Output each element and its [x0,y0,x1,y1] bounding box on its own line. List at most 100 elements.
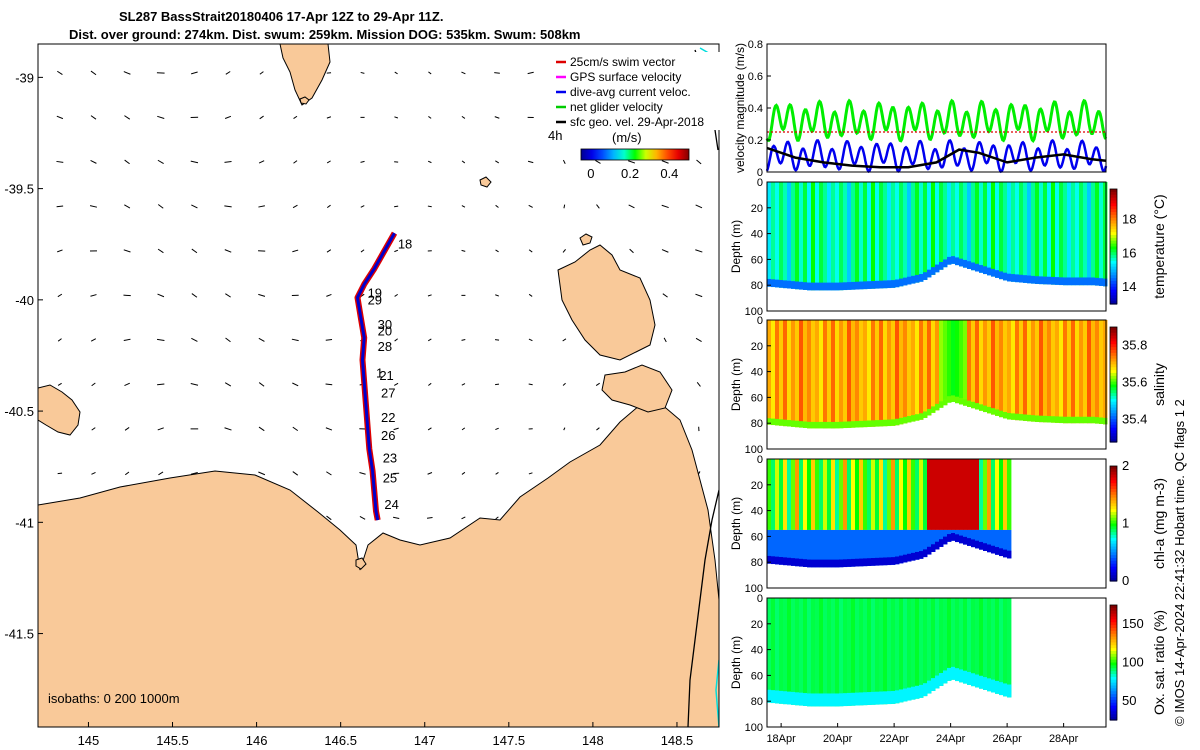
heatmap-y-tick-label: 40 [751,367,763,379]
heatmap-cell [875,529,880,566]
date-tick-label: 22Apr [879,733,909,745]
heatmap-cell [947,598,952,681]
velocity-y-label: velocity magnitude (m/s) [733,43,747,173]
surface-velocity-arrow [326,116,332,119]
colorbar-tick-label: 16 [1122,245,1136,260]
colorbar-segment [1110,421,1117,426]
colorbar-segment [1110,468,1117,473]
surface-velocity-arrow [123,249,131,253]
surface-velocity-arrow [359,515,366,520]
heatmap-cell [999,598,1004,696]
surface-velocity-arrow [394,338,398,342]
heatmap-cell [1039,182,1044,285]
surface-velocity-arrow [695,293,703,298]
colorbar-segment [1110,645,1117,649]
heatmap-cell [1007,182,1012,282]
colorbar-segment [1110,398,1117,403]
colorbar-segment [1110,653,1117,658]
heatmap-cell [879,557,884,566]
heatmap-cell [811,282,816,291]
date-tick-label: 20Apr [823,733,853,745]
surface-velocity-arrow [428,71,432,75]
heatmap-cell [1095,182,1100,286]
colorbar-segment [1110,214,1117,219]
heatmap-cell [787,691,792,705]
surface-velocity-arrow [428,382,432,386]
heatmap-cell [835,320,840,429]
colorbar-tick-label: 35.8 [1122,338,1147,353]
heatmap-cell [835,559,840,568]
heatmap-cell [859,459,864,530]
heatmap-cell [847,559,852,567]
heatmap-cell [931,459,936,530]
heatmap-cell [911,552,916,561]
heatmap-cell [939,262,944,270]
colorbar-segment [1110,189,1117,193]
colorbar-segment [1110,252,1117,256]
heatmap-cell [839,320,844,429]
heatmap-cell [987,182,992,276]
heatmap-cell [1007,684,1012,698]
colorbar-segment [1110,401,1117,406]
heatmap-cell [1087,277,1092,286]
heatmap-y-tick-label: 60 [751,254,763,266]
surface-velocity-arrow [224,249,232,253]
heatmap-cell [967,529,972,546]
surface-velocity-arrow [662,293,668,298]
heatmap-cell [795,281,800,290]
heatmap-cell [1083,277,1088,286]
heatmap-cell [995,459,1000,530]
heatmap-cell [871,558,876,566]
heatmap-cell [995,182,1000,278]
heatmap-cell [799,598,804,706]
heatmap-cell [951,320,956,402]
legend-entry-label: sfc geo. vel. 29-Apr-2018 [570,115,704,129]
heatmap-cell [819,693,824,707]
surface-velocity-arrow [224,205,232,208]
heatmap-cell [799,421,804,428]
heatmap-cell [971,459,976,530]
surface-velocity-arrow [326,293,332,297]
map-x-tick-label: 146 [246,733,268,748]
colorbar-segment [1110,633,1117,638]
date-tick-label: 26Apr [992,733,1022,745]
heatmap-cell [795,558,800,567]
heatmap-cell [899,529,904,564]
track-day-label: 1 [376,366,383,381]
surface-velocity-arrow [191,337,198,342]
speed-colorbar-tick-label: 0.2 [621,166,639,181]
heatmap-cell [907,276,912,285]
heatmap-cell [967,671,972,685]
heatmap-y-tick-label: 0 [757,177,763,189]
heatmap-cell [895,690,900,704]
surface-velocity-arrow [325,383,333,386]
legend-colorbar-label: (m/s) [612,130,642,145]
surface-velocity-arrow [224,161,232,163]
heatmap-cell [899,417,904,425]
track-day-label: 21 [379,368,393,383]
surface-velocity-arrow [156,338,165,341]
heatmap-cell [979,320,984,411]
heatmap-cell [811,320,816,429]
heatmap-cell [1015,413,1020,421]
heatmap-cell [855,421,860,428]
velocity-series-line [765,98,1108,143]
heatmap-cell [975,598,980,688]
heatmap-cell [951,459,956,530]
heatmap-cell [971,182,976,271]
surface-velocity-arrow [629,248,634,254]
surface-velocity-arrow [528,249,533,253]
colorbar-segment [1110,575,1117,579]
heatmap-cell [915,320,920,421]
surface-velocity-arrow [461,427,466,431]
colorbar-segment [1110,529,1117,533]
heatmap-cell [959,320,964,405]
surface-velocity-arrow [258,337,265,342]
surface-velocity-arrow [427,294,432,297]
heatmap-cell [923,411,928,418]
heatmap-cell [767,689,772,703]
heatmap-cell [895,320,900,426]
heatmap-y-label: Depth (m) [729,358,743,411]
colorbar-segment [1110,416,1117,420]
